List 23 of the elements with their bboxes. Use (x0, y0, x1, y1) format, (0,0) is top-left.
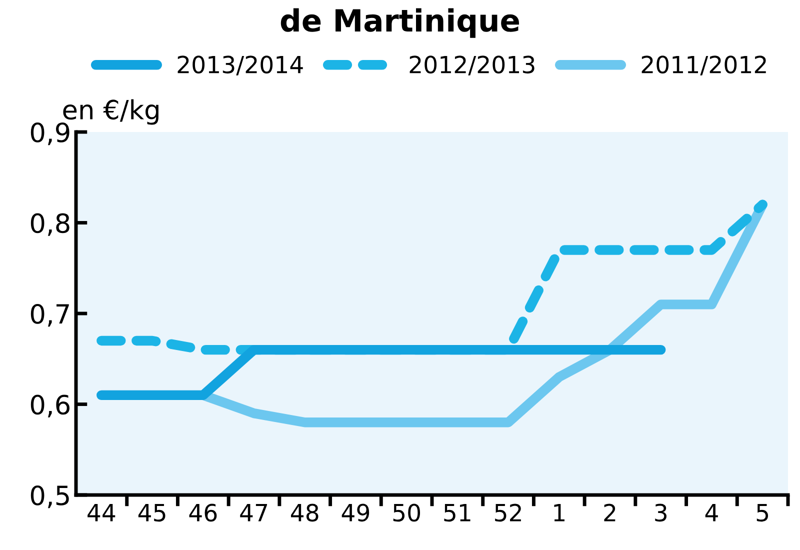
y-tick-label: 0,5 (30, 485, 69, 508)
legend-label: 2011/2012 (642, 56, 766, 76)
x-tick-label: 44 (88, 504, 116, 522)
x-tick-label: 3 (655, 504, 666, 522)
legend-label: 2012/2013 (410, 56, 534, 76)
x-tick-label: 52 (495, 504, 521, 522)
x-tick-label: 45 (138, 504, 166, 522)
y-tick-label: 0,9 (30, 122, 70, 146)
y-tick-label: 0,7 (30, 304, 69, 327)
x-tick-label: 47 (240, 504, 268, 522)
x-tick-label: 1 (554, 504, 564, 522)
x-tick-label: 5 (756, 504, 768, 522)
y-tick-label: 0,8 (30, 213, 70, 236)
x-tick-label: 48 (290, 504, 318, 522)
chart-title: de Martinique (280, 8, 520, 38)
y-tick-label: 0,6 (30, 394, 70, 418)
x-tick-label: 2 (604, 504, 616, 522)
x-tick-label: 49 (342, 504, 370, 522)
x-tick-label: 4 (705, 504, 718, 522)
x-tick-label: 51 (444, 504, 470, 522)
x-tick-label: 50 (393, 504, 420, 522)
x-tick-label: 46 (189, 504, 217, 522)
legend-label: 2013/2014 (178, 56, 303, 76)
